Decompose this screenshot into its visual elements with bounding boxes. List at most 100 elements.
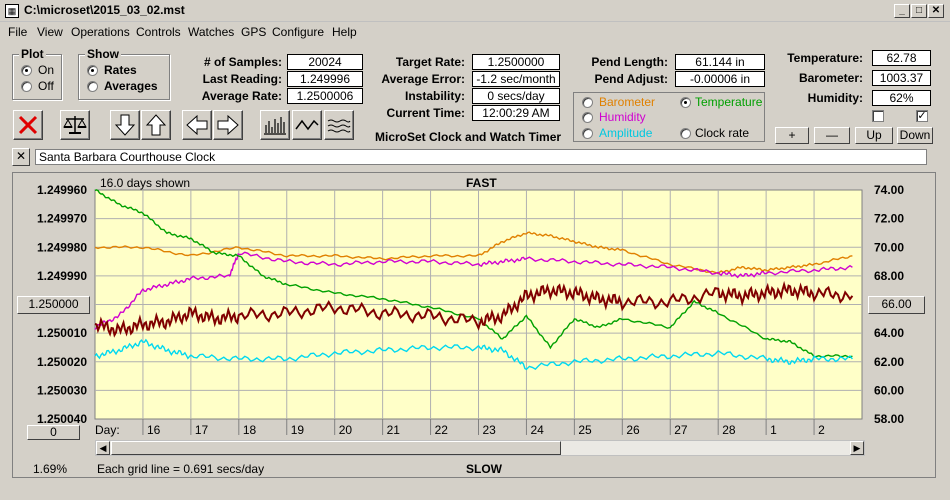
red-x-icon xyxy=(18,115,38,135)
plot-on-label: On xyxy=(38,63,55,77)
delete-button[interactable] xyxy=(13,110,43,140)
down-button[interactable]: Down xyxy=(897,127,933,144)
average-rate-field: 1.2500006 xyxy=(287,88,363,104)
plot-group-title: Plot xyxy=(19,47,46,61)
show-rates-radio[interactable] xyxy=(87,65,98,76)
y-left-tick-label: 1.249970 xyxy=(37,212,87,226)
last-reading-field: 1.249996 xyxy=(287,71,363,87)
show-group: Show Rates Averages xyxy=(78,47,170,100)
menu-bar: File View Operations Controls Watches GP… xyxy=(0,22,950,42)
arrow-left-icon xyxy=(186,114,208,136)
minus-button[interactable]: — xyxy=(814,127,850,144)
pend-length-label: Pend Length: xyxy=(591,55,668,69)
clock-name-input[interactable]: Santa Barbara Courthouse Clock xyxy=(35,149,927,165)
grid-note-label: Each grid line = 0.691 secs/day xyxy=(97,462,265,476)
menu-help[interactable]: Help xyxy=(332,25,357,39)
instability-label: Instability: xyxy=(404,89,465,103)
day-tick-label: 26 xyxy=(626,423,640,437)
bar-graph-icon xyxy=(264,117,286,135)
menu-configure[interactable]: Configure xyxy=(272,25,325,39)
menu-operations[interactable]: Operations xyxy=(71,25,130,39)
right-arrow-button[interactable] xyxy=(213,110,243,140)
humidity-radio[interactable] xyxy=(582,112,593,123)
day-tick-label: 28 xyxy=(722,423,736,437)
center-left-button[interactable]: 1.250000 xyxy=(17,296,90,314)
balance-button[interactable] xyxy=(60,110,90,140)
series-line-2 xyxy=(94,189,853,359)
maximize-button[interactable]: □ xyxy=(911,4,927,18)
series-line-0 xyxy=(94,231,853,275)
menu-gps[interactable]: GPS xyxy=(241,25,267,39)
scroll-right-arrow[interactable]: ▶ xyxy=(850,441,864,455)
close-window-button[interactable]: ✕ xyxy=(928,4,944,18)
y-left-tick-label: 1.249980 xyxy=(37,240,87,254)
humidity-field: 62% xyxy=(872,90,931,106)
day-tick-label: 16 xyxy=(147,423,161,437)
average-error-field: -1.2 sec/month xyxy=(472,71,560,87)
average-rate-label: Average Rate: xyxy=(201,89,282,103)
day-tick-label: 2 xyxy=(818,423,825,437)
last-reading-label: Last Reading: xyxy=(202,72,282,86)
temperature-label: Temperature: xyxy=(787,51,863,65)
noise-view-button[interactable] xyxy=(324,110,354,140)
checkbox-1[interactable] xyxy=(872,110,884,122)
center-right-button[interactable]: 66.00 xyxy=(868,296,925,314)
wave-view-button[interactable] xyxy=(292,110,322,140)
y-right-tick-label: 60.00 xyxy=(874,383,904,397)
wave-icon xyxy=(295,119,319,131)
scroll-left-arrow[interactable]: ◀ xyxy=(96,441,110,455)
checkbox-2[interactable]: ✓ xyxy=(916,110,928,122)
show-averages-radio[interactable] xyxy=(87,81,98,92)
down-arrow-button[interactable] xyxy=(110,110,140,140)
show-averages-label: Averages xyxy=(104,79,158,93)
menu-controls[interactable]: Controls xyxy=(136,25,181,39)
samples-label: # of Samples: xyxy=(203,55,282,69)
window-title: C:\microset\2015_03_02.mst xyxy=(24,3,185,17)
y-right-tick-label: 58.00 xyxy=(874,412,904,426)
noise-icon xyxy=(327,119,351,133)
up-button[interactable]: Up xyxy=(855,127,893,144)
day-tick-label: 18 xyxy=(243,423,257,437)
instability-field: 0 secs/day xyxy=(472,88,560,104)
y-left-tick-label: 1.250020 xyxy=(37,355,87,369)
day-tick-label: 27 xyxy=(674,423,688,437)
left-arrow-button[interactable] xyxy=(182,110,212,140)
humidity-option: Humidity xyxy=(599,110,646,124)
y-left-tick-label: 1.250030 xyxy=(37,383,87,397)
current-time-label: Current Time: xyxy=(386,106,465,120)
day-prefix-label: Day: xyxy=(95,423,120,437)
day-tick-label: 22 xyxy=(435,423,449,437)
offset-zero-button[interactable]: 0 xyxy=(27,425,80,440)
barometer-label: Barometer: xyxy=(798,71,863,85)
day-tick-label: 20 xyxy=(339,423,353,437)
clear-name-button[interactable]: ✕ xyxy=(12,148,30,166)
amplitude-radio[interactable] xyxy=(582,128,593,139)
up-arrow-button[interactable] xyxy=(141,110,171,140)
time-scrollbar[interactable]: ◀ ▶ xyxy=(95,440,865,456)
temperature-option: Temperature xyxy=(695,95,763,109)
day-tick-label: 25 xyxy=(578,423,592,437)
plot-off-radio[interactable] xyxy=(21,81,32,92)
day-tick-label: 17 xyxy=(195,423,209,437)
menu-view[interactable]: View xyxy=(37,25,63,39)
plot-off-label: Off xyxy=(38,79,54,93)
menu-file[interactable]: File xyxy=(8,25,28,39)
bars-view-button[interactable] xyxy=(260,110,290,140)
average-error-label: Average Error: xyxy=(381,72,465,86)
clock-rate-radio[interactable] xyxy=(680,128,691,139)
days-shown-label: 16.0 days shown xyxy=(100,176,191,190)
y-right-tick-label: 70.00 xyxy=(874,240,904,254)
arrow-right-icon xyxy=(217,114,239,136)
menu-watches[interactable]: Watches xyxy=(188,25,235,39)
pend-adjust-field: -0.00006 in xyxy=(675,71,765,87)
barometer-option: Barometer xyxy=(599,95,656,109)
plot-on-radio[interactable] xyxy=(21,65,32,76)
title-bar: ▦ C:\microset\2015_03_02.mst _ □ ✕ xyxy=(0,0,950,22)
y-right-tick-label: 68.00 xyxy=(874,269,904,283)
barometer-radio[interactable] xyxy=(582,97,593,108)
series-line-1 xyxy=(94,251,853,330)
minimize-button[interactable]: _ xyxy=(894,4,910,18)
plus-button[interactable]: + xyxy=(775,127,809,144)
temperature-radio[interactable] xyxy=(680,97,691,108)
scroll-thumb[interactable] xyxy=(111,441,561,455)
